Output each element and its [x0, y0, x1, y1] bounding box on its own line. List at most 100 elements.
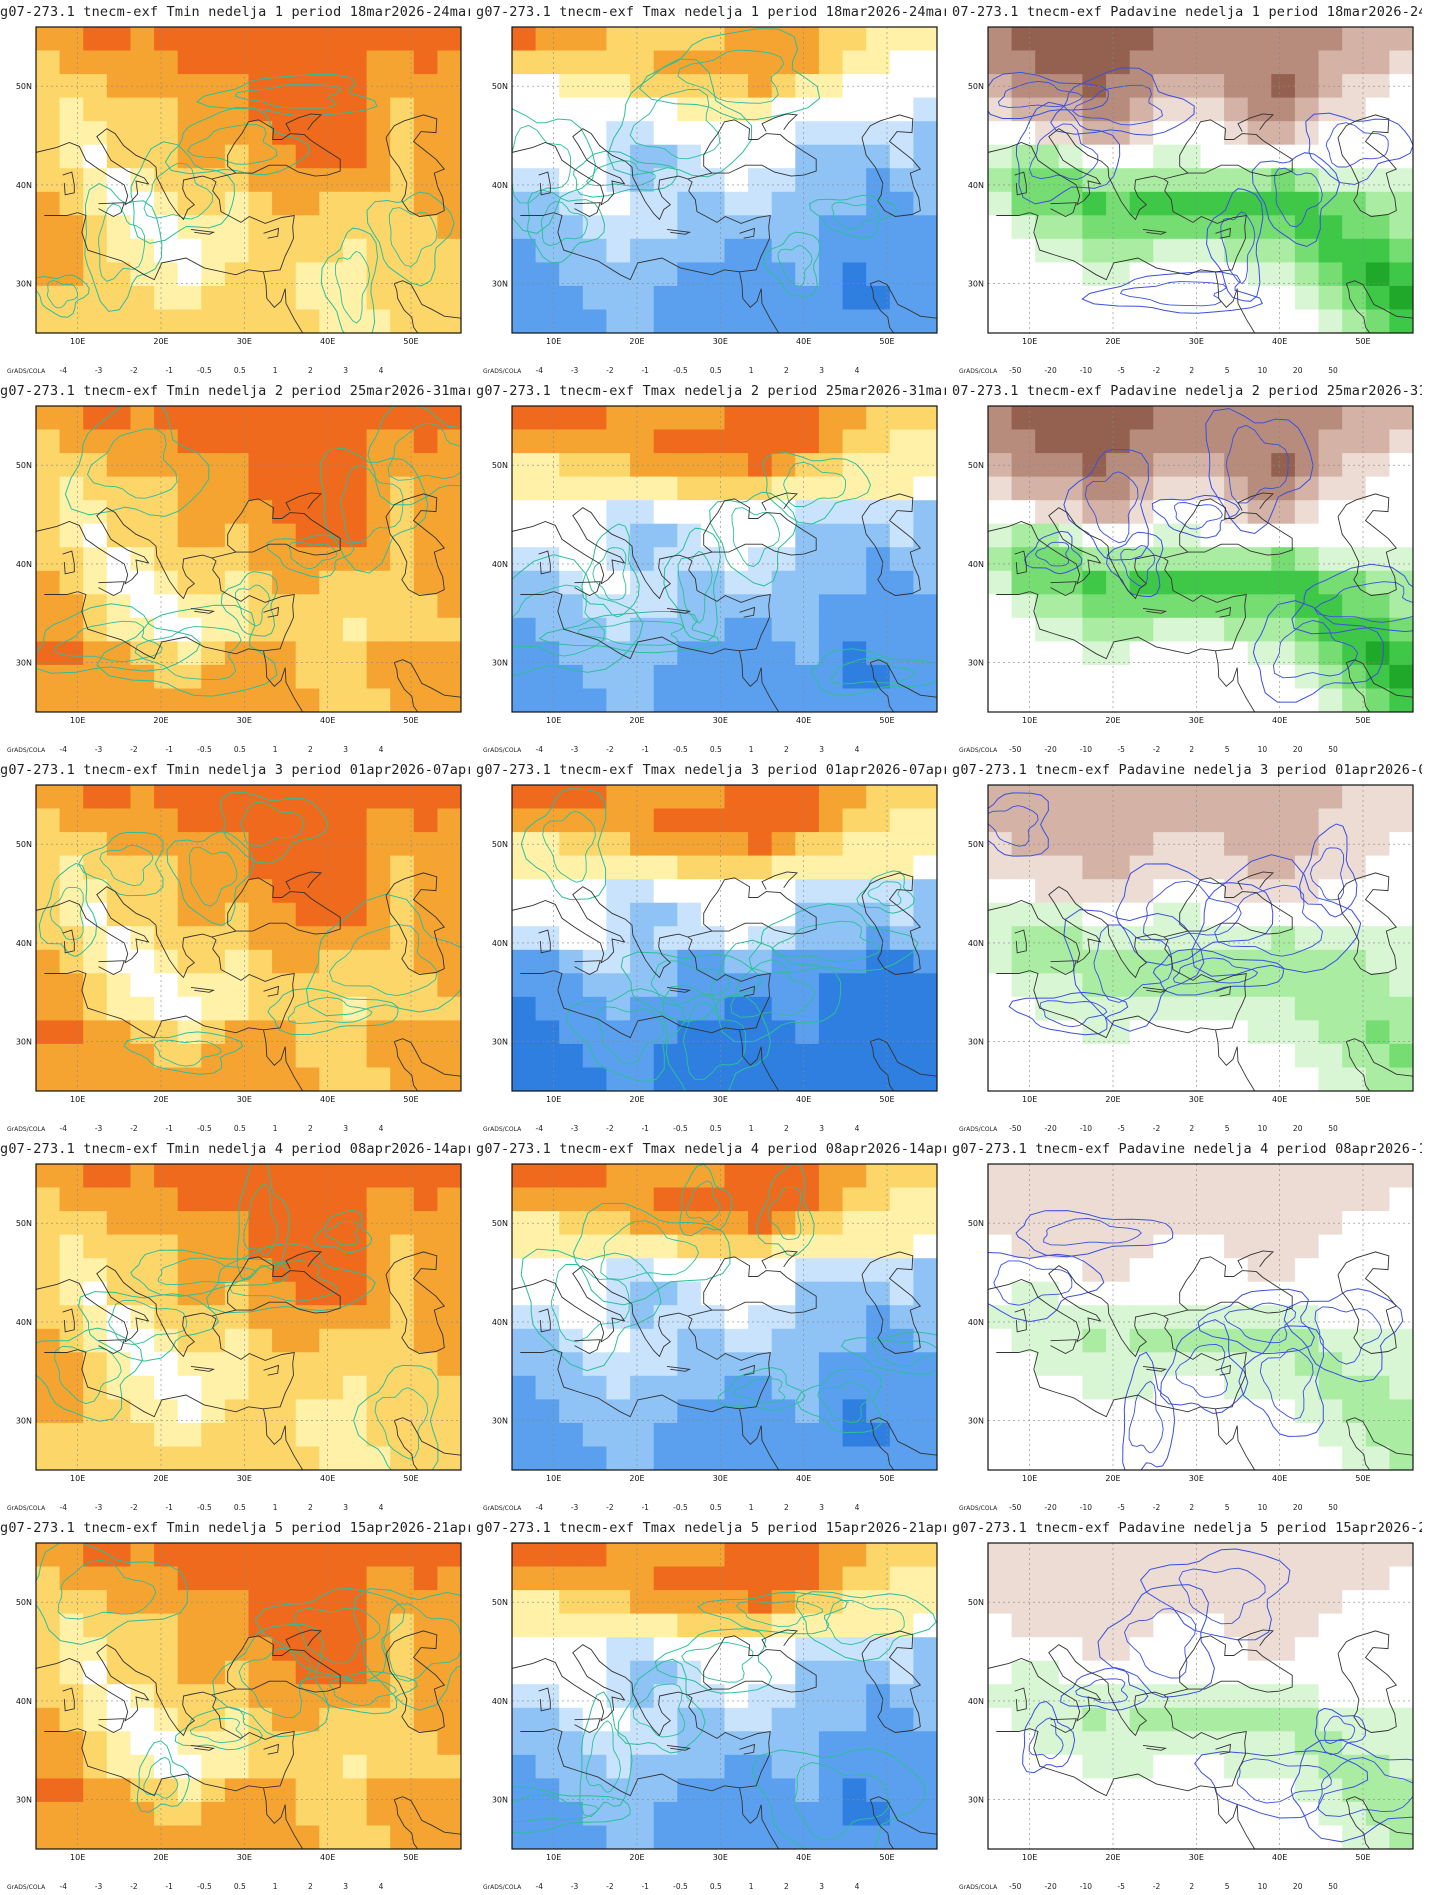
anomaly-cell [988, 27, 1013, 52]
climatology-contours [520, 788, 919, 1091]
anomaly-cell [1129, 949, 1154, 974]
anomaly-cell [724, 808, 749, 833]
anomaly-cell [1035, 238, 1060, 263]
lon-tick-label: 10E [1022, 1853, 1037, 1862]
anomaly-cell [653, 262, 678, 287]
precip-panel-week-3: g07-273.1 tnecm-exf Padavine nedelja 3 p… [952, 758, 1422, 1133]
anomaly-cell [795, 1754, 820, 1779]
anomaly-cell [677, 1422, 702, 1447]
anomaly-cell [272, 926, 297, 951]
anomaly-cell [1035, 168, 1060, 193]
anomaly-cell [677, 785, 702, 810]
anomaly-cell [295, 664, 320, 689]
contour-line [988, 1251, 1105, 1323]
anomaly-cell [606, 1637, 631, 1662]
coastline [1215, 1408, 1256, 1470]
coastline [666, 1365, 692, 1372]
anomaly-cell [248, 1352, 273, 1377]
anomaly-cell [889, 238, 914, 263]
anomaly-cell [724, 1305, 749, 1330]
anomaly-cell [1058, 1067, 1083, 1091]
anomaly-cell [988, 144, 1013, 169]
anomaly-cell [1389, 1566, 1413, 1591]
anomaly-cell [1153, 1446, 1178, 1470]
anomaly-cell [1318, 1067, 1343, 1091]
legend-label: 4 [855, 745, 860, 754]
anomaly-cell [366, 1566, 391, 1591]
anomaly-cell [1176, 547, 1202, 572]
anomaly-cell [130, 785, 155, 810]
anomaly-cell [1224, 1020, 1249, 1045]
anomaly-cell [1389, 191, 1413, 216]
anomaly-cell [1082, 1566, 1107, 1591]
anomaly-cell [390, 144, 415, 169]
anomaly-cell [630, 1422, 655, 1447]
anomaly-cell [1294, 688, 1320, 712]
lon-tick-label: 40E [796, 1474, 811, 1483]
anomaly-cell [889, 168, 914, 193]
anomaly-cell [295, 309, 320, 333]
anomaly-cell [606, 641, 631, 666]
contour-line [1314, 581, 1413, 623]
anomaly-cell [866, 1543, 891, 1568]
legend-label: 2 [308, 1124, 313, 1133]
anomaly-cell [437, 617, 461, 642]
contour-line [512, 124, 572, 204]
anomaly-cell [818, 1731, 844, 1756]
anomaly-cell [224, 926, 250, 951]
anomaly-cell [988, 1399, 1013, 1424]
contour-line [1043, 1218, 1142, 1246]
anomaly-cell [1365, 902, 1390, 927]
anomaly-cell [295, 1731, 320, 1756]
anomaly-cell [106, 121, 131, 146]
anomaly-cell [889, 1446, 914, 1470]
anomaly-cell [390, 50, 415, 75]
anomaly-cell [1389, 1187, 1413, 1212]
anomaly-cell [248, 1422, 273, 1447]
legend-label: -5 [1117, 366, 1125, 375]
anomaly-cell [842, 1684, 867, 1709]
anomaly-cell [366, 1043, 391, 1068]
anomaly-cell [224, 1043, 250, 1068]
anomaly-cell [413, 1543, 438, 1568]
anomaly-cell [224, 476, 250, 501]
anomaly-cell [1200, 1399, 1225, 1424]
anomaly-cell [700, 476, 726, 501]
anomaly-cell [1011, 144, 1036, 169]
anomaly-cell [1271, 1543, 1296, 1568]
anomaly-cell [988, 476, 1013, 501]
anomaly-field [36, 785, 461, 1091]
anomaly-cell [224, 285, 250, 310]
anomaly-cell [1082, 406, 1107, 431]
anomaly-cell [795, 121, 820, 146]
contour-line [762, 452, 872, 525]
anomaly-cell [677, 808, 702, 833]
anomaly-cell [224, 949, 250, 974]
anomaly-cell [818, 547, 844, 572]
anomaly-cell [83, 1305, 108, 1330]
anomaly-cell [1035, 1399, 1060, 1424]
anomaly-cell [700, 688, 726, 712]
anomaly-cell [535, 785, 560, 810]
legend-label: -1 [165, 366, 173, 375]
anomaly-cell [154, 926, 179, 951]
lat-tick-label: 40N [968, 939, 984, 948]
anomaly-cell [913, 547, 937, 572]
anomaly-cell [606, 238, 631, 263]
coastline [761, 1250, 799, 1269]
anomaly-cell [842, 1328, 867, 1353]
lat-tick-label: 50N [16, 840, 32, 849]
anomaly-cell [559, 1422, 584, 1447]
contour-line [98, 203, 146, 282]
anomaly-cell [390, 1613, 415, 1638]
anomaly-cell [130, 406, 155, 431]
coastline [190, 607, 216, 614]
anomaly-cell [889, 121, 914, 146]
anomaly-cell [295, 50, 320, 75]
coastline [739, 271, 780, 333]
anomaly-cell [1082, 1637, 1107, 1662]
anomaly-cell [154, 1446, 179, 1470]
legend-label: -50 [1009, 1503, 1021, 1512]
legend-label: 4 [379, 366, 384, 375]
